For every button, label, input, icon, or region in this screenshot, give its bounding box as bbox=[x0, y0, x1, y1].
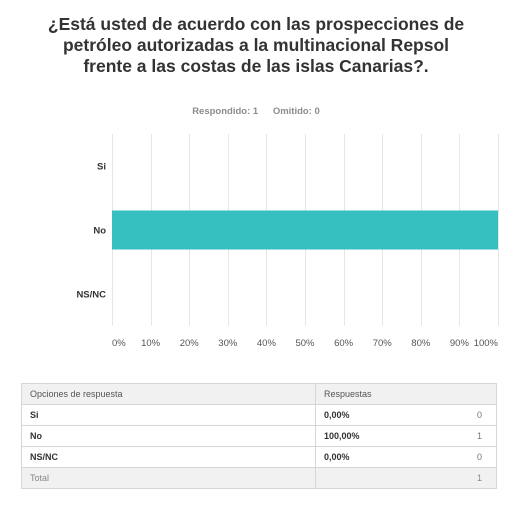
row-count: 1 bbox=[444, 425, 497, 447]
total-label: Total bbox=[21, 467, 316, 489]
category-label: NS/NC bbox=[76, 290, 106, 301]
table-header-row: Opciones de respuesta Respuestas bbox=[21, 383, 497, 405]
category-label: Si bbox=[97, 162, 106, 173]
x-tick-label: 20% bbox=[180, 338, 200, 349]
x-tick-label: 10% bbox=[141, 338, 161, 349]
table-row: NS/NC 0,00% 0 bbox=[21, 446, 497, 468]
table-total-row: Total 1 bbox=[21, 467, 497, 489]
row-option: Si bbox=[21, 404, 316, 426]
table-row: Si 0,00% 0 bbox=[21, 404, 497, 426]
category-label: No bbox=[93, 226, 106, 237]
x-tick-label: 100% bbox=[474, 338, 499, 349]
response-stats: Respondido: 1 Omitido: 0 bbox=[0, 106, 512, 117]
x-tick-label: 0% bbox=[112, 338, 126, 349]
header-options: Opciones de respuesta bbox=[21, 383, 316, 405]
x-tick-label: 90% bbox=[450, 338, 470, 349]
total-count: 1 bbox=[444, 467, 497, 489]
row-percent: 0,00% bbox=[315, 446, 444, 468]
row-percent: 100,00% bbox=[315, 425, 444, 447]
x-tick-label: 30% bbox=[218, 338, 238, 349]
answered-count: Respondido: 1 bbox=[192, 106, 259, 117]
chart-title: ¿Está usted de acuerdo con las prospecci… bbox=[47, 14, 465, 76]
bar-chart: Si No NS/NC 0% 10% 20% 30% 40% 50% 60% 70% 80% 90% 10… bbox=[76, 134, 499, 349]
row-count: 0 bbox=[444, 404, 497, 426]
x-tick-label: 80% bbox=[411, 338, 431, 349]
x-tick-label: 70% bbox=[373, 338, 393, 349]
skipped-count: Omitido: 0 bbox=[272, 106, 320, 117]
bar bbox=[112, 210, 498, 250]
row-option: No bbox=[21, 425, 316, 447]
header-count bbox=[444, 383, 497, 405]
x-tick-label: 40% bbox=[257, 338, 277, 349]
x-tick-label: 60% bbox=[334, 338, 354, 349]
header-responses: Respuestas bbox=[315, 383, 444, 405]
row-option: NS/NC bbox=[21, 446, 316, 468]
table-row: No 100,00% 1 bbox=[21, 425, 497, 447]
row-percent: 0,00% bbox=[315, 404, 444, 426]
total-spacer bbox=[315, 467, 444, 489]
row-count: 0 bbox=[444, 446, 497, 468]
results-table: Opciones de respuesta Respuestas Si 0,00… bbox=[21, 383, 497, 489]
x-tick-label: 50% bbox=[295, 338, 315, 349]
